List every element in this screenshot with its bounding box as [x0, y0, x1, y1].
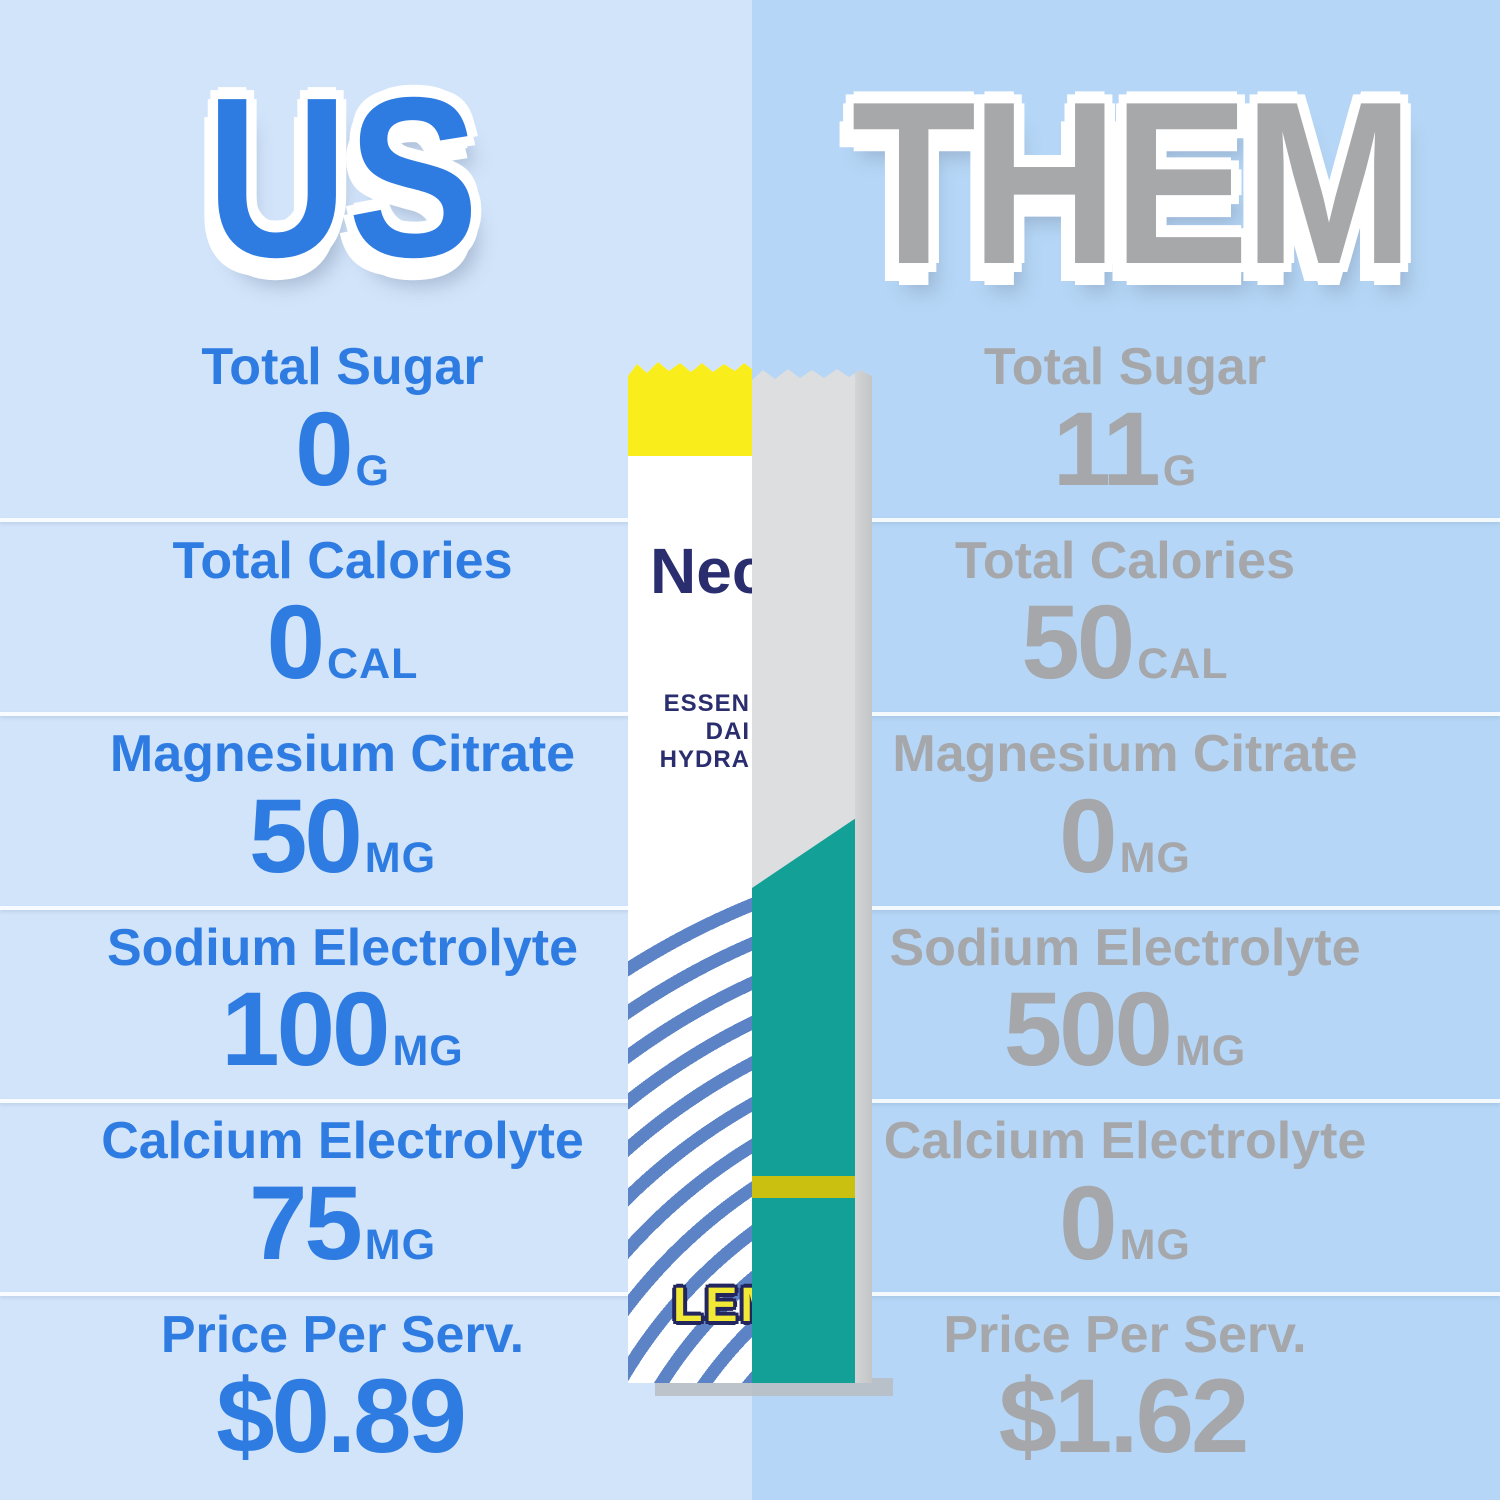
background-them-panel — [752, 0, 1500, 1500]
packet-description-text: ESSEN DAI HYDRA — [660, 690, 750, 774]
packet-wave-pattern — [628, 848, 752, 1383]
title-us: US — [206, 51, 479, 305]
stat-value: 0 MG — [830, 1171, 1420, 1276]
stat-number: 0 — [1059, 777, 1117, 895]
stat-unit: MG — [364, 1220, 437, 1269]
packet-them-half — [752, 369, 872, 1383]
stat-number: 0 — [295, 390, 353, 508]
stat-number: $0.89 — [216, 1358, 467, 1476]
stat-value: 50 CAL — [830, 590, 1420, 695]
stat-unit: MG — [1119, 833, 1191, 882]
packet-flavor-text: LEM — [673, 1279, 784, 1332]
stat-number: 50 — [1021, 584, 1135, 702]
stat-unit: CAL — [327, 640, 419, 689]
stat-label: Magnesium Citrate — [109, 725, 576, 783]
stat-value: $0.89 — [30, 1364, 655, 1469]
stat-row: Calcium Electrolyte 0 MG — [830, 1101, 1420, 1295]
stat-number: 75 — [248, 1164, 363, 1282]
stat-number: 0 — [266, 584, 325, 702]
stat-row: Price Per Serv. $0.89 — [30, 1295, 655, 1489]
packet-us-half: Nec ESSEN DAI HYDRA LEM — [628, 362, 752, 1383]
stat-value: 0 MG — [830, 784, 1420, 889]
stat-value: 11 G — [830, 397, 1420, 502]
packet-description-line: ESSEN — [663, 690, 750, 717]
stat-label: Magnesium Citrate — [892, 725, 1358, 783]
stat-row: Calcium Electrolyte 75 MG — [30, 1101, 655, 1295]
stat-unit: MG — [1174, 1027, 1247, 1076]
stat-label: Price Per Serv. — [160, 1305, 525, 1364]
stat-unit: MG — [392, 1027, 464, 1076]
stat-label: Total Calories — [954, 531, 1295, 590]
stat-number: 0 — [1059, 1164, 1117, 1282]
stat-value: 50 MG — [30, 784, 655, 889]
stat-value: 100 MG — [30, 977, 655, 1082]
stat-label: Price Per Serv. — [943, 1305, 1307, 1364]
title-them: THEM — [851, 54, 1414, 313]
stat-value: $1.62 — [830, 1364, 1420, 1469]
stat-value: 500 MG — [830, 977, 1420, 1082]
stat-label: Calcium Electrolyte — [101, 1112, 584, 1170]
stat-value: 75 MG — [30, 1171, 655, 1276]
packet-teal-panel — [752, 818, 856, 1383]
stat-row: Price Per Serv. $1.62 — [830, 1295, 1420, 1489]
background-us-panel — [0, 0, 752, 1500]
stat-unit: G — [355, 446, 390, 495]
packet-side-fold — [855, 369, 872, 1383]
stat-label: Sodium Electrolyte — [889, 918, 1361, 977]
stat-unit: G — [1162, 446, 1198, 495]
stat-row: Total Calories 50 CAL — [830, 521, 1420, 715]
packet-description-line: HYDRA — [659, 746, 750, 773]
stat-row: Sodium Electrolyte 500 MG — [830, 908, 1420, 1102]
packet-yellow-band — [628, 362, 752, 456]
stat-label: Sodium Electrolyte — [107, 918, 578, 977]
stat-unit: CAL — [1137, 640, 1229, 689]
stat-row: Magnesium Citrate 50 MG — [30, 714, 655, 908]
product-packet: Nec ESSEN DAI HYDRA LEM — [628, 358, 893, 1403]
stat-unit: MG — [1119, 1220, 1191, 1269]
stat-row: Sodium Electrolyte 100 MG — [30, 908, 655, 1102]
packet-flavor-stripe — [752, 1176, 856, 1198]
packet-brand-text: Nec — [650, 535, 768, 607]
stat-unit: MG — [364, 833, 437, 882]
comparison-column-them: Total Sugar 11 G Total Calories 50 CAL Mag… — [830, 327, 1420, 1488]
stat-number: 100 — [221, 971, 390, 1089]
stat-label: Total Sugar — [201, 338, 484, 396]
stat-row: Total Calories 0 CAL — [30, 521, 655, 715]
stat-value: 0 CAL — [30, 590, 655, 695]
packet-description-line: DAI — [705, 718, 750, 745]
stat-label: Calcium Electrolyte — [883, 1112, 1367, 1170]
stat-label: Total Sugar — [983, 338, 1267, 396]
stat-number: 50 — [248, 777, 363, 895]
stat-row: Total Sugar 11 G — [830, 327, 1420, 521]
stat-row: Magnesium Citrate 0 MG — [830, 714, 1420, 908]
stat-label: Total Calories — [172, 531, 513, 590]
stat-number: $1.62 — [998, 1358, 1250, 1476]
stat-number: 11 — [1052, 390, 1161, 508]
stat-number: 500 — [1003, 971, 1173, 1089]
